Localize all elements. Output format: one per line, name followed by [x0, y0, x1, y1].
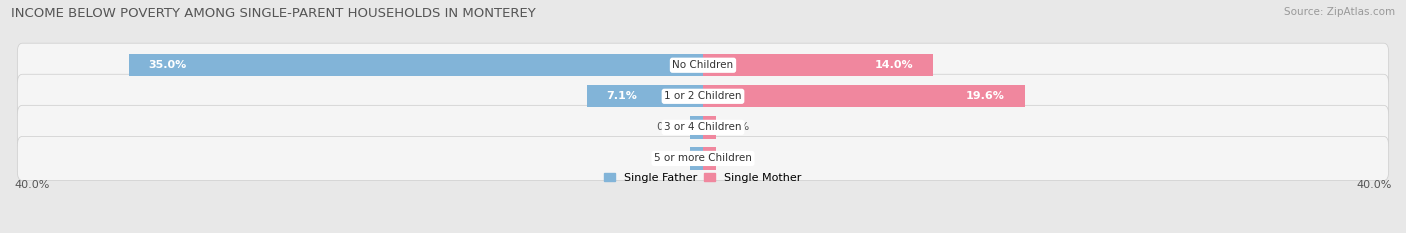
Text: 14.0%: 14.0% — [875, 60, 912, 70]
Text: 19.6%: 19.6% — [966, 91, 1005, 101]
Text: 0.0%: 0.0% — [657, 154, 685, 163]
Text: 0.0%: 0.0% — [657, 122, 685, 132]
Text: Source: ZipAtlas.com: Source: ZipAtlas.com — [1284, 7, 1395, 17]
FancyBboxPatch shape — [17, 105, 1389, 149]
Text: INCOME BELOW POVERTY AMONG SINGLE-PARENT HOUSEHOLDS IN MONTEREY: INCOME BELOW POVERTY AMONG SINGLE-PARENT… — [11, 7, 536, 20]
Text: 0.0%: 0.0% — [721, 122, 749, 132]
FancyBboxPatch shape — [17, 136, 1389, 181]
Text: 5 or more Children: 5 or more Children — [654, 154, 752, 163]
Text: 1 or 2 Children: 1 or 2 Children — [664, 91, 742, 101]
Legend: Single Father, Single Mother: Single Father, Single Mother — [600, 168, 806, 187]
Bar — [703, 116, 716, 139]
Bar — [703, 54, 932, 76]
FancyBboxPatch shape — [17, 43, 1389, 87]
Bar — [129, 54, 703, 76]
Bar — [703, 85, 1025, 107]
Bar — [690, 147, 703, 170]
Text: 0.0%: 0.0% — [721, 154, 749, 163]
Text: No Children: No Children — [672, 60, 734, 70]
FancyBboxPatch shape — [17, 74, 1389, 118]
Text: 7.1%: 7.1% — [606, 91, 637, 101]
Bar — [703, 147, 716, 170]
Text: 35.0%: 35.0% — [149, 60, 187, 70]
Bar — [690, 116, 703, 139]
Text: 40.0%: 40.0% — [1357, 180, 1392, 190]
Bar — [586, 85, 703, 107]
Text: 3 or 4 Children: 3 or 4 Children — [664, 122, 742, 132]
Text: 40.0%: 40.0% — [14, 180, 49, 190]
